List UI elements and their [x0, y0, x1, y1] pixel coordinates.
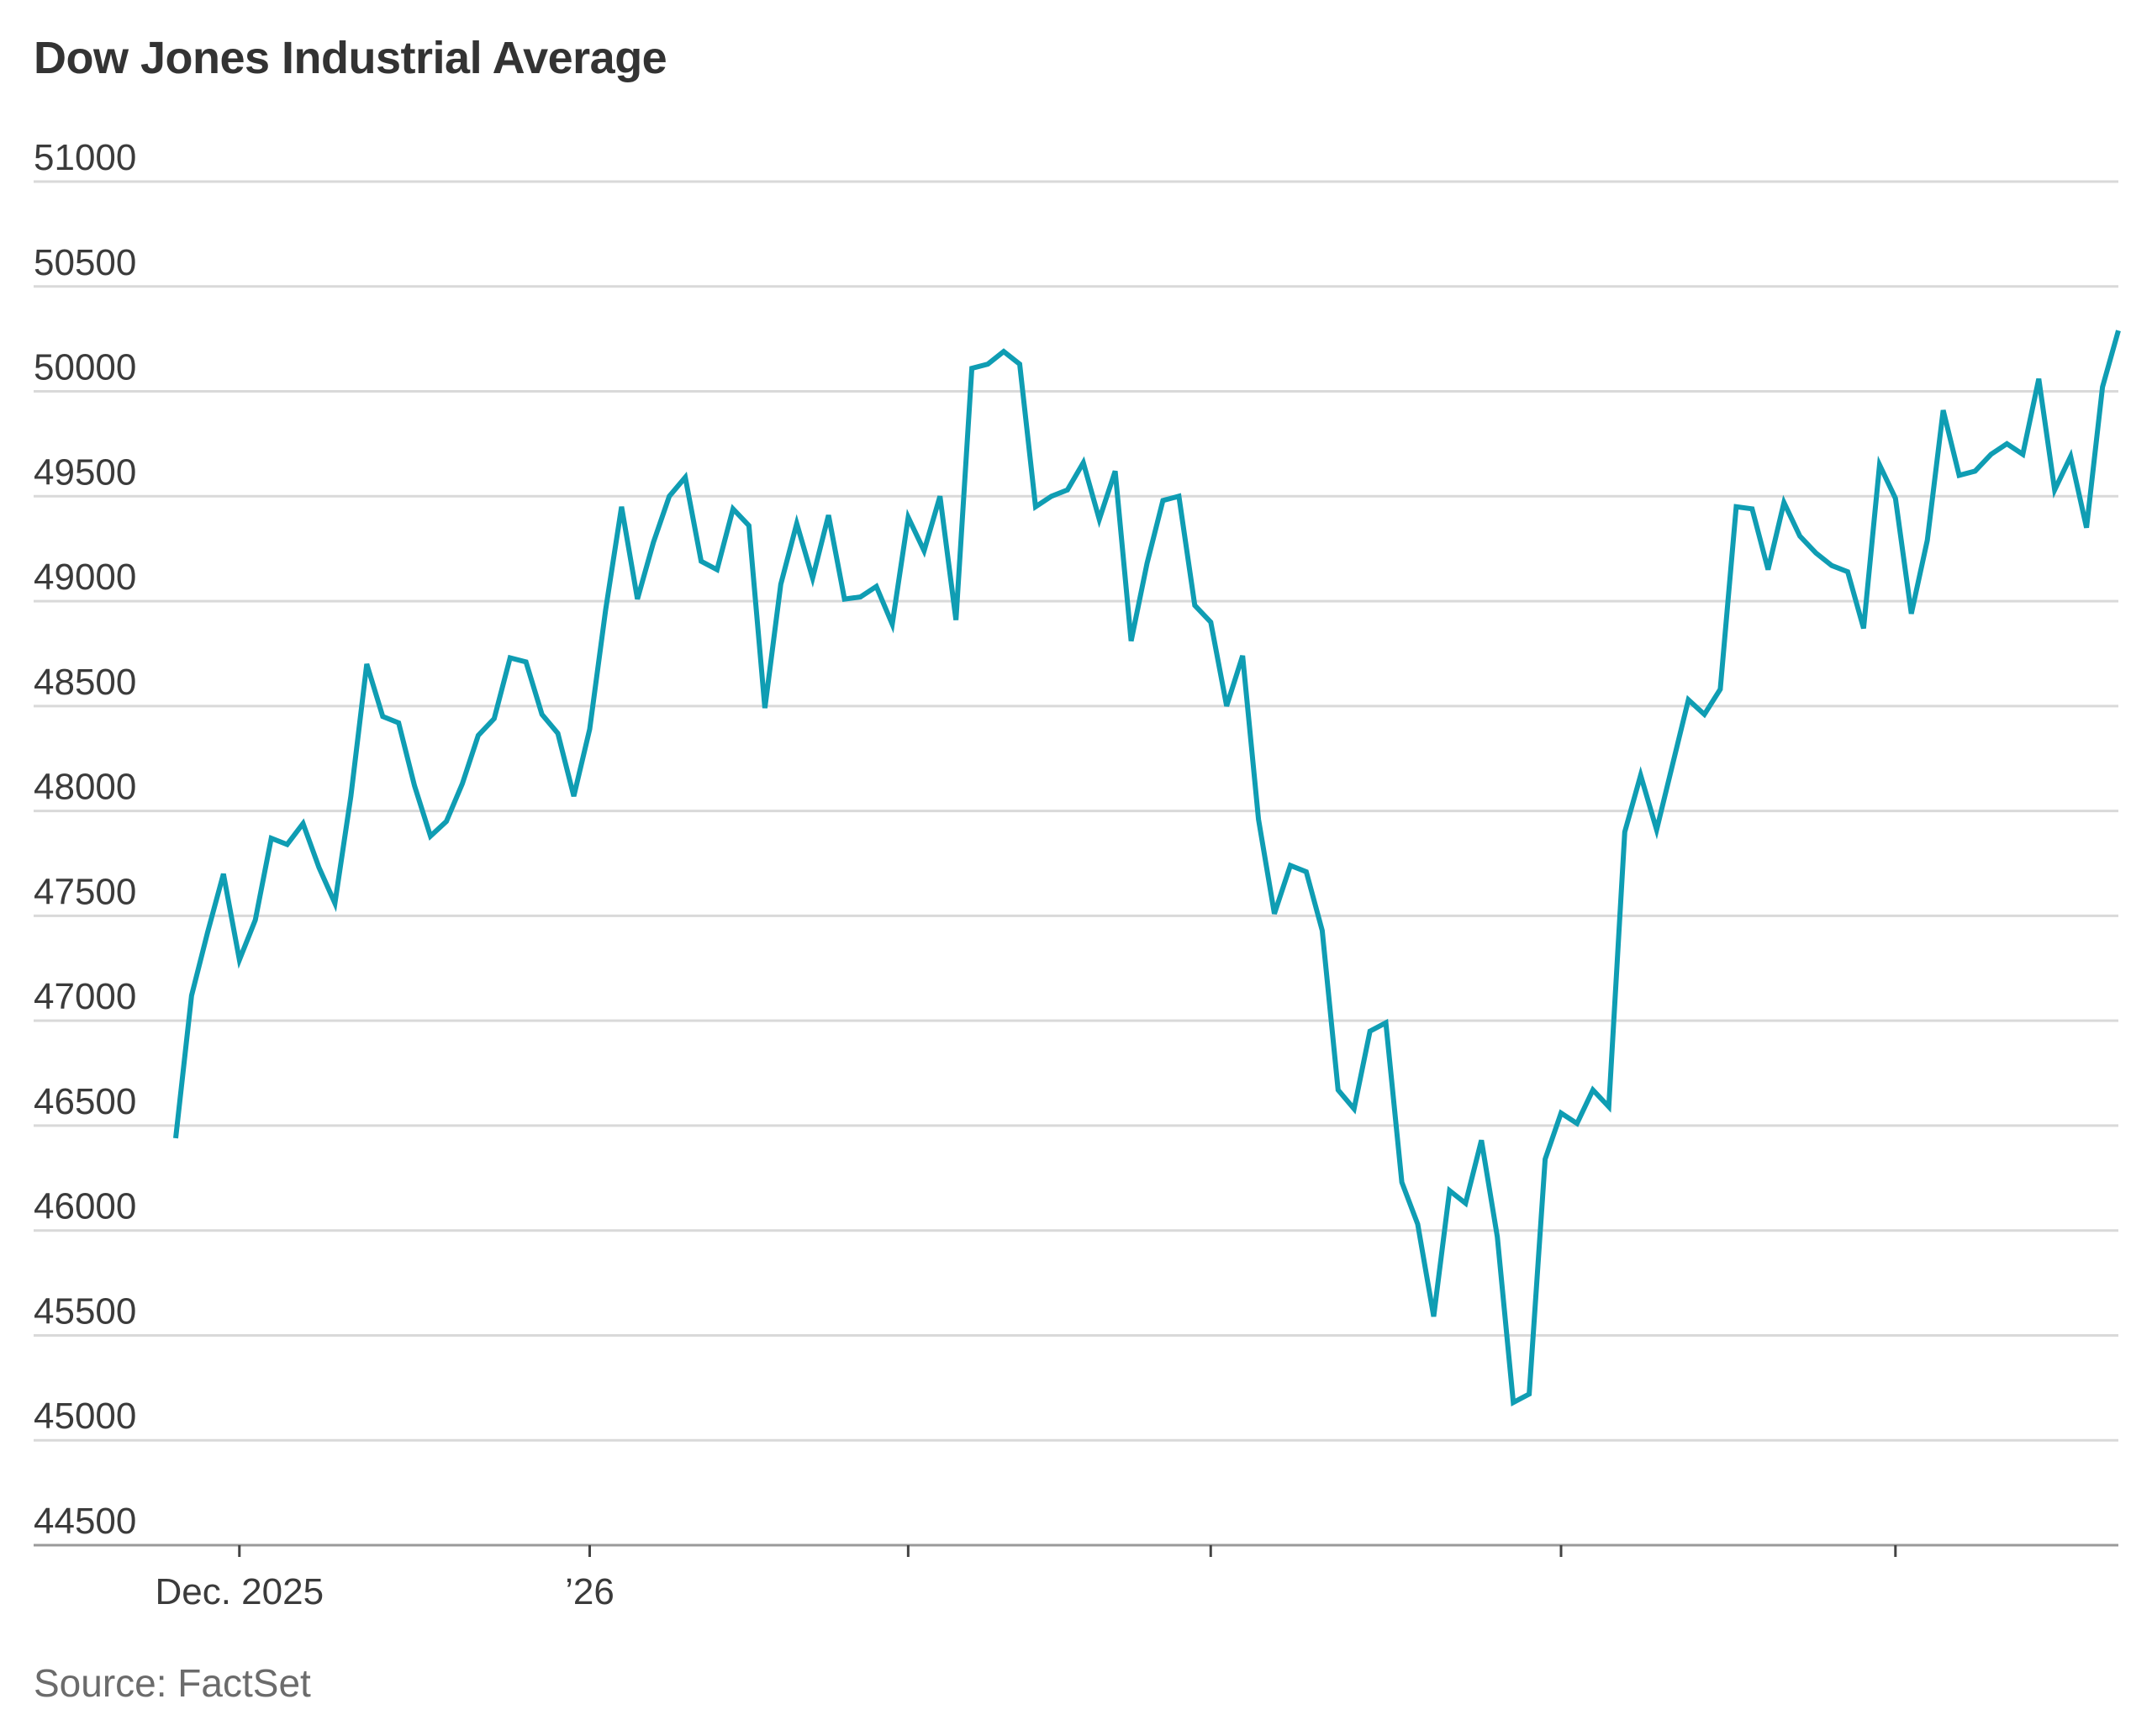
y-axis-tick-labels: 51000 50500 50000 49500 49000 48500 48000 47500…: [34, 137, 136, 1542]
y-tick-label: 46500: [34, 1081, 136, 1122]
y-tick-label: 44500: [34, 1501, 136, 1542]
y-tick-label: 49500: [34, 451, 136, 493]
y-tick-label: 48000: [34, 767, 136, 808]
y-tick-label: 51000: [34, 137, 136, 178]
chart-title: Dow Jones Industrial Average: [34, 33, 667, 83]
y-tick-label: 47000: [34, 976, 136, 1017]
y-tick-label: 47500: [34, 871, 136, 912]
y-tick-label: 46000: [34, 1186, 136, 1227]
y-tick-label: 48500: [34, 662, 136, 703]
y-tick-label: 45000: [34, 1396, 136, 1437]
gridlines: [34, 180, 2118, 1547]
x-tick-label: ’26: [565, 1571, 614, 1612]
source-note: Source: FactSet: [34, 1661, 311, 1705]
series-line: [173, 330, 2121, 1407]
y-tick-label: 45500: [34, 1290, 136, 1332]
y-tick-label: 50000: [34, 347, 136, 388]
x-tick-label: Dec. 2025: [155, 1571, 324, 1612]
series-line-group: [173, 330, 2121, 1407]
y-tick-label: 50500: [34, 242, 136, 283]
x-axis: Dec. 2025 ’26: [155, 1545, 1897, 1612]
y-tick-label: 49000: [34, 557, 136, 598]
